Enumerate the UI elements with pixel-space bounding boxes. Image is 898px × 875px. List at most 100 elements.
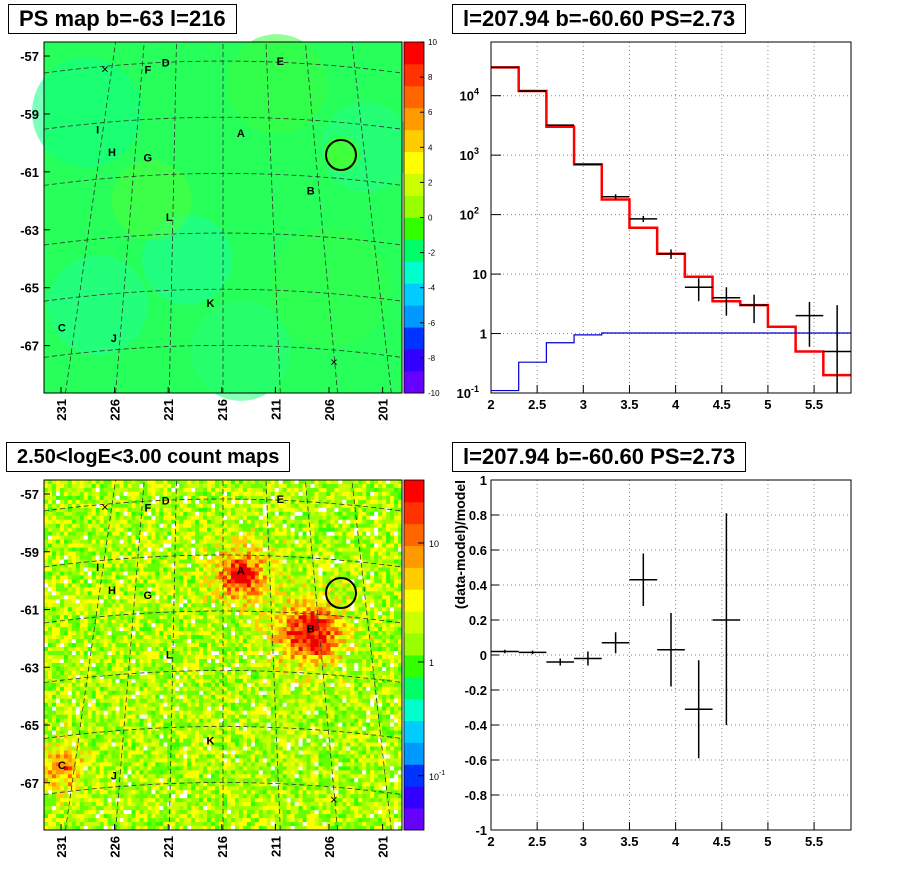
map-pixel (47, 591, 53, 596)
map-pixel (362, 547, 367, 552)
map-pixel (342, 587, 347, 592)
map-pixel (326, 523, 331, 529)
colorbar-segment (404, 239, 424, 262)
map-pixel (250, 658, 256, 664)
map-pixel (346, 535, 351, 540)
map-pixel (366, 519, 371, 525)
map-pixel (370, 690, 375, 696)
map-pixel (354, 623, 359, 628)
map-pixel (207, 539, 212, 544)
map-pixel (302, 480, 307, 485)
colorbar-segment (404, 261, 424, 284)
map-pixel (354, 690, 359, 696)
map-pixel (59, 591, 65, 596)
map-pixel (119, 575, 124, 580)
map-pixel (91, 647, 97, 652)
map-pixel (127, 563, 132, 568)
colorbar-tick-label: 4 (428, 143, 433, 152)
map-pixel (354, 547, 359, 552)
map-pixel (238, 627, 244, 632)
map-pixel (322, 567, 327, 572)
map-pixel (250, 662, 256, 668)
map-pixel (386, 551, 391, 556)
map-pixel (242, 655, 248, 660)
map-pixel (318, 686, 323, 692)
map-pixel (223, 603, 228, 608)
map-pixel (83, 507, 89, 513)
map-pixel (310, 543, 315, 548)
map-pixel (187, 495, 192, 501)
map-pixel (87, 635, 93, 640)
map-pixel (191, 591, 196, 596)
map-pixel (374, 523, 379, 529)
map-pixel (71, 694, 77, 700)
map-pixel (374, 547, 379, 552)
map-pixel (242, 480, 248, 485)
map-pixel (219, 571, 224, 576)
map-pixel (286, 527, 291, 533)
map-pixel (278, 627, 283, 632)
map-pixel (338, 547, 343, 552)
map-pixel (191, 682, 196, 688)
map-pixel (135, 591, 140, 596)
map-pixel (119, 523, 124, 529)
map-pixel (322, 651, 327, 656)
map-pixel (330, 686, 335, 692)
map-pixel (91, 595, 97, 600)
map-pixel (258, 563, 264, 568)
map-pixel (79, 643, 85, 648)
map-pixel (398, 571, 403, 576)
map-pixel (298, 563, 303, 568)
map-pixel (270, 591, 276, 596)
map-pixel (326, 587, 331, 592)
map-pixel (270, 571, 276, 576)
map-pixel (187, 579, 192, 584)
map-pixel (207, 503, 212, 509)
map-pixel (115, 579, 120, 584)
map-pixel (390, 579, 395, 584)
map-pixel (203, 555, 208, 560)
map-pixel (219, 503, 224, 509)
map-pixel (167, 651, 172, 656)
map-pixel (270, 555, 276, 560)
map-pixel (298, 591, 303, 596)
map-pixel (167, 615, 172, 620)
map-pixel (346, 571, 351, 576)
map-pixel (318, 519, 323, 525)
map-pixel (183, 690, 188, 696)
map-pixel (266, 523, 272, 529)
map-pixel (398, 619, 403, 624)
map-pixel (234, 579, 240, 584)
map-pixel (270, 583, 276, 588)
map-pixel (143, 635, 148, 640)
map-pixel (59, 651, 65, 656)
map-pixel (151, 615, 156, 620)
map-pixel (44, 686, 49, 692)
map-pixel (183, 635, 188, 640)
map-pixel (346, 611, 351, 616)
map-pixel (219, 587, 224, 592)
map-pixel (95, 670, 100, 676)
map-pixel (95, 579, 100, 584)
map-pixel (290, 563, 295, 568)
map-pixel (151, 655, 156, 660)
map-pixel (318, 674, 323, 680)
map-pixel (111, 503, 116, 509)
map-pixel (290, 539, 295, 544)
map-pixel (47, 694, 53, 700)
map-pixel (234, 639, 240, 644)
map-pixel (346, 579, 351, 584)
map-pixel (151, 690, 156, 696)
map-pixel (55, 666, 61, 672)
map-pixel (338, 674, 343, 680)
map-pixel (306, 547, 311, 552)
map-pixel (386, 515, 391, 521)
map-pixel (63, 555, 69, 560)
map-pixel (91, 480, 97, 485)
map-pixel (107, 619, 112, 624)
map-pixel (203, 647, 208, 652)
map-pixel (127, 567, 132, 572)
map-pixel (350, 555, 355, 560)
map-pixel (91, 662, 97, 668)
map-pixel (330, 662, 335, 668)
